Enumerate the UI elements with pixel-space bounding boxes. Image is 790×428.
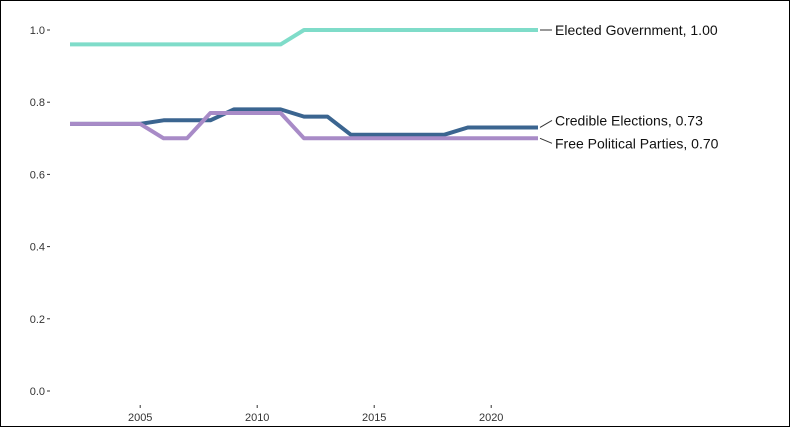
y-tick-label: 0.0: [30, 386, 45, 398]
y-tick-label: 1.0: [30, 25, 45, 37]
x-axis: 2005 2010 2015 2020: [128, 405, 503, 424]
y-tick-label: 0.8: [30, 97, 45, 109]
x-tick-label: 2010: [245, 412, 269, 424]
x-tick-label: 2015: [362, 412, 386, 424]
label-leader-free-political-parties: [539, 137, 553, 144]
series-label-credible-elections: Credible Elections, 0.73: [555, 112, 703, 128]
x-tick-label: 2020: [479, 412, 503, 424]
series-line-free-political-parties: [70, 111, 538, 141]
series-label-free-political-parties: Free Political Parties, 0.70: [555, 135, 719, 151]
x-tick-label: 2005: [128, 412, 152, 424]
series-line-elected-government: [70, 28, 538, 47]
y-tick-label: 0.2: [30, 314, 45, 326]
label-leader-credible-elections: [539, 120, 553, 128]
series-label-elected-government: Elected Government, 1.00: [555, 22, 718, 38]
series-line-credible-elections: [70, 107, 538, 137]
series-lines: [70, 28, 538, 141]
y-tick-label: 0.6: [30, 169, 45, 181]
series-labels: Elected Government, 1.00 Credible Electio…: [539, 22, 719, 151]
y-tick-label: 0.4: [30, 242, 45, 254]
y-axis: 0.0 0.2 0.4 0.6 0.8 1.0: [30, 25, 50, 398]
